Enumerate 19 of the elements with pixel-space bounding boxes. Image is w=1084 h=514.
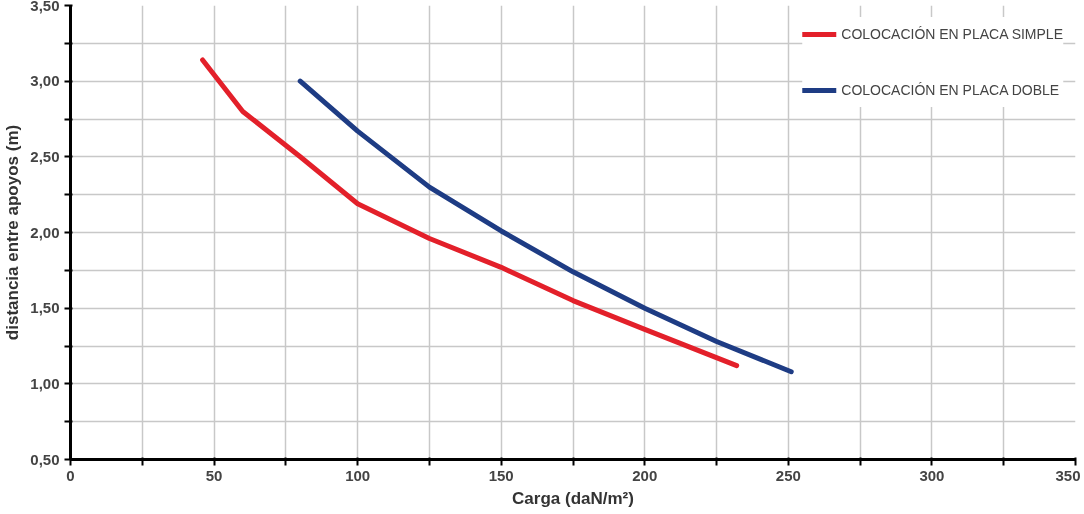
legend-label: COLOCACIÓN EN PLACA DOBLE [841,82,1060,98]
x-tick-label: 350 [1055,466,1081,484]
legend-label: COLOCACIÓN EN PLACA SIMPLE [841,26,1063,42]
y-tick-label: 3,00 [30,72,60,90]
x-axis-title: Carga (daN/m²) [512,488,634,508]
y-tick-label: 2,00 [30,223,60,241]
y-tick-label: 3,50 [30,0,60,14]
y-tick-label: 0,50 [30,450,60,468]
y-tick-label: 2,50 [30,147,60,165]
y-tick-label: 1,50 [30,299,60,317]
x-tick-label: 200 [632,466,658,484]
x-tick-label: 250 [775,466,801,484]
x-tick-label: 300 [919,466,945,484]
x-tick-label: 100 [345,466,371,484]
x-tick-label: 50 [205,466,223,484]
x-tick-label: 150 [488,466,514,484]
y-tick-label: 1,00 [30,374,60,392]
y-axis-title: distancia entre apoyos (m) [3,124,23,341]
x-tick-label: 0 [66,466,75,484]
